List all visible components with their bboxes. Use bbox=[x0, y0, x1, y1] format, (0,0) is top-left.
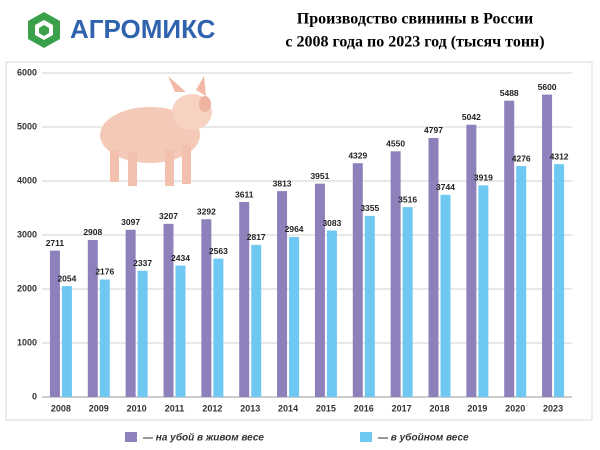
x-tick-label: 2014 bbox=[278, 403, 298, 413]
y-tick-label: 5000 bbox=[17, 121, 37, 131]
value-label: 2964 bbox=[285, 224, 304, 234]
value-label: 3744 bbox=[436, 182, 455, 192]
bar bbox=[289, 236, 300, 397]
bar bbox=[402, 207, 413, 397]
y-tick-label: 2000 bbox=[17, 283, 37, 293]
value-label: 4276 bbox=[512, 153, 531, 163]
value-label: 4797 bbox=[424, 125, 443, 135]
logo-text: АГРОМИКС bbox=[70, 14, 216, 44]
bar bbox=[175, 265, 186, 397]
value-label: 2176 bbox=[95, 267, 114, 277]
legend-swatch bbox=[360, 432, 372, 442]
bar bbox=[251, 244, 262, 397]
value-label: 4550 bbox=[386, 139, 405, 149]
x-tick-label: 2013 bbox=[240, 403, 260, 413]
chart-title: Производство свинины в России bbox=[297, 11, 533, 28]
chart-subtitle: с 2008 года по 2023 год (тысяч тонн) bbox=[285, 34, 544, 51]
x-tick-label: 2016 bbox=[354, 403, 374, 413]
plot: 0 1000 2000 3000 4000 5000 6000 2008 2711 2054 200… bbox=[17, 67, 572, 444]
x-tick-label: 2017 bbox=[392, 403, 412, 413]
y-tick-label: 3000 bbox=[17, 229, 37, 239]
bar bbox=[554, 164, 565, 397]
bar bbox=[390, 151, 401, 397]
value-label: 3083 bbox=[322, 218, 341, 228]
bar bbox=[364, 215, 375, 397]
value-label: 3611 bbox=[235, 189, 254, 199]
value-label: 4312 bbox=[550, 151, 569, 161]
value-label: 3813 bbox=[273, 178, 292, 188]
pig bbox=[100, 76, 212, 186]
bar bbox=[277, 191, 288, 397]
bar bbox=[239, 202, 250, 397]
value-label: 3951 bbox=[310, 171, 329, 181]
logo-icon bbox=[28, 12, 60, 48]
value-label: 2908 bbox=[83, 227, 102, 237]
y-tick-label: 6000 bbox=[17, 67, 37, 77]
bar bbox=[326, 230, 337, 397]
x-tick-label: 2023 bbox=[543, 403, 563, 413]
bar bbox=[137, 270, 148, 397]
value-label: 3919 bbox=[474, 173, 493, 183]
value-label: 3292 bbox=[197, 206, 216, 216]
bar bbox=[213, 258, 224, 397]
value-label: 2434 bbox=[171, 253, 190, 263]
bar bbox=[428, 137, 439, 397]
bar bbox=[49, 250, 60, 397]
value-label: 2054 bbox=[57, 273, 76, 283]
x-tick-label: 2009 bbox=[89, 403, 109, 413]
legend-swatch bbox=[125, 432, 137, 442]
value-label: 2711 bbox=[46, 238, 65, 248]
value-label: 3207 bbox=[159, 211, 178, 221]
legend-label: — в убойном весе bbox=[377, 432, 469, 444]
x-tick-label: 2008 bbox=[51, 403, 71, 413]
value-label: 5600 bbox=[538, 82, 557, 92]
value-label: 4329 bbox=[348, 150, 367, 160]
value-label: 3516 bbox=[398, 194, 417, 204]
bar bbox=[352, 163, 363, 397]
bar bbox=[201, 219, 212, 397]
x-tick-label: 2019 bbox=[467, 403, 487, 413]
value-label: 3355 bbox=[360, 203, 379, 213]
bar bbox=[504, 100, 515, 397]
x-tick-label: 2011 bbox=[165, 403, 185, 413]
value-label: 2337 bbox=[133, 258, 152, 268]
x-tick-label: 2010 bbox=[127, 403, 147, 413]
bar bbox=[163, 223, 174, 397]
value-label: 2817 bbox=[247, 232, 266, 242]
bar bbox=[440, 194, 451, 397]
value-label: 5042 bbox=[462, 112, 481, 122]
x-tick-label: 2012 bbox=[202, 403, 222, 413]
bar bbox=[61, 286, 72, 397]
bar bbox=[87, 239, 98, 397]
value-label: 2563 bbox=[209, 246, 228, 256]
y-tick-label: 4000 bbox=[17, 175, 37, 185]
y-tick-label: 0 bbox=[32, 391, 37, 401]
bar bbox=[99, 279, 110, 397]
bar bbox=[478, 185, 489, 397]
bar bbox=[466, 124, 477, 398]
x-tick-label: 2018 bbox=[429, 403, 449, 413]
bar bbox=[516, 166, 527, 397]
bar bbox=[125, 229, 136, 397]
value-label: 5488 bbox=[500, 88, 519, 98]
y-tick-label: 1000 bbox=[17, 337, 37, 347]
bar bbox=[542, 94, 553, 397]
bar bbox=[314, 183, 325, 397]
x-tick-label: 2015 bbox=[316, 403, 336, 413]
value-label: 3097 bbox=[121, 217, 140, 227]
legend-label: — на убой в живом весе bbox=[142, 432, 264, 444]
x-tick-label: 2020 bbox=[505, 403, 525, 413]
